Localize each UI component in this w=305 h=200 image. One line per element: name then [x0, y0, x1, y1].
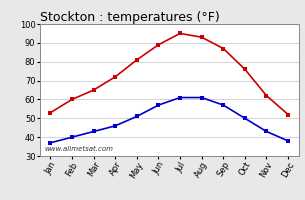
Text: www.allmetsat.com: www.allmetsat.com [45, 146, 114, 152]
Text: Stockton : temperatures (°F): Stockton : temperatures (°F) [40, 11, 219, 24]
